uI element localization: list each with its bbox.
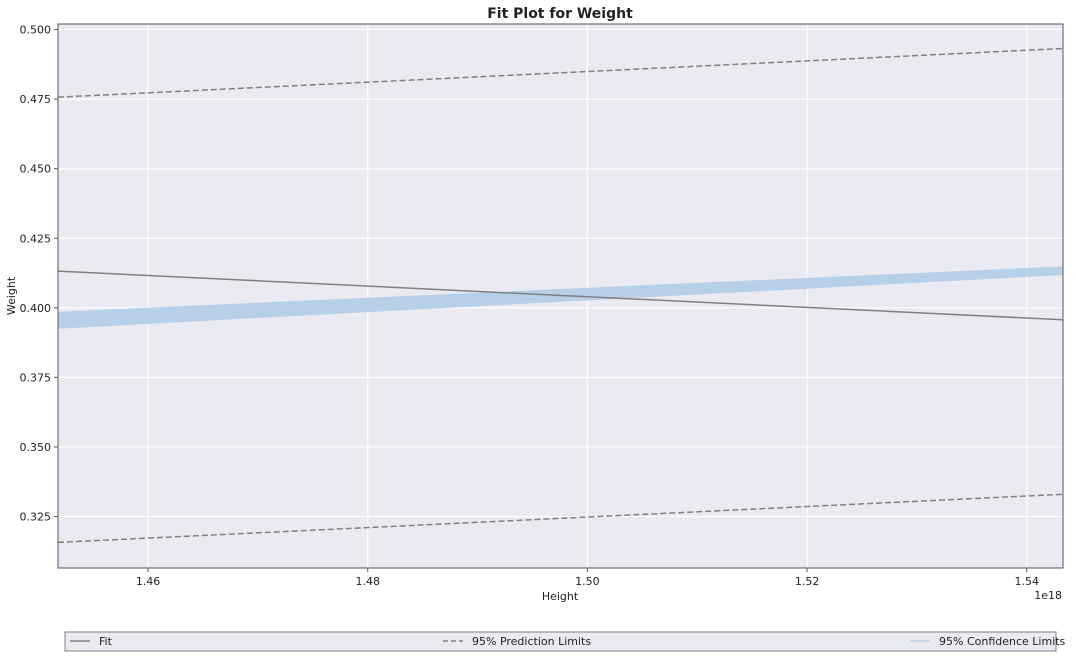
y-tick-label: 0.500: [20, 24, 52, 37]
y-tick-label: 0.325: [20, 511, 52, 524]
chart-title: Fit Plot for Weight: [487, 6, 633, 22]
y-axis-ticks: 0.325 0.350 0.375 0.400 0.425 0.450 0.475 0.500: [20, 24, 58, 524]
x-tick-label: 1.54: [1015, 575, 1040, 588]
y-tick-label: 0.450: [20, 163, 52, 176]
y-tick-label: 0.400: [20, 302, 52, 315]
plot-frame: [57, 23, 1064, 569]
legend: Fit 95% Prediction Limits 95% Confidence L…: [64, 631, 1066, 652]
legend-label: 95% Confidence Limits: [939, 635, 1066, 648]
y-tick-label: 0.425: [20, 232, 52, 245]
y-tick-label: 0.475: [20, 93, 52, 106]
x-axis-label: Height: [542, 590, 579, 603]
x-tick-label: 1.50: [575, 575, 600, 588]
x-offset-label: 1e18: [1034, 589, 1062, 602]
x-tick-label: 1.48: [355, 575, 380, 588]
legend-label: 95% Prediction Limits: [472, 635, 591, 648]
prediction-limit-line: [57, 493, 1064, 544]
legend-label: Fit: [99, 635, 113, 648]
y-axis-label: Weight: [5, 276, 18, 315]
confidence-band: [58, 266, 1063, 329]
y-tick-label: 0.375: [20, 371, 52, 384]
legend-frame: [64, 631, 1057, 652]
prediction-limit-line: [57, 47, 1064, 98]
fit-line: [57, 270, 1064, 321]
y-tick-label: 0.350: [20, 441, 52, 454]
x-tick-label: 1.46: [136, 575, 161, 588]
series-group: [57, 47, 1064, 544]
x-axis-ticks: 1.46 1.48 1.50 1.52 1.54: [136, 568, 1039, 588]
x-tick-label: 1.52: [795, 575, 820, 588]
